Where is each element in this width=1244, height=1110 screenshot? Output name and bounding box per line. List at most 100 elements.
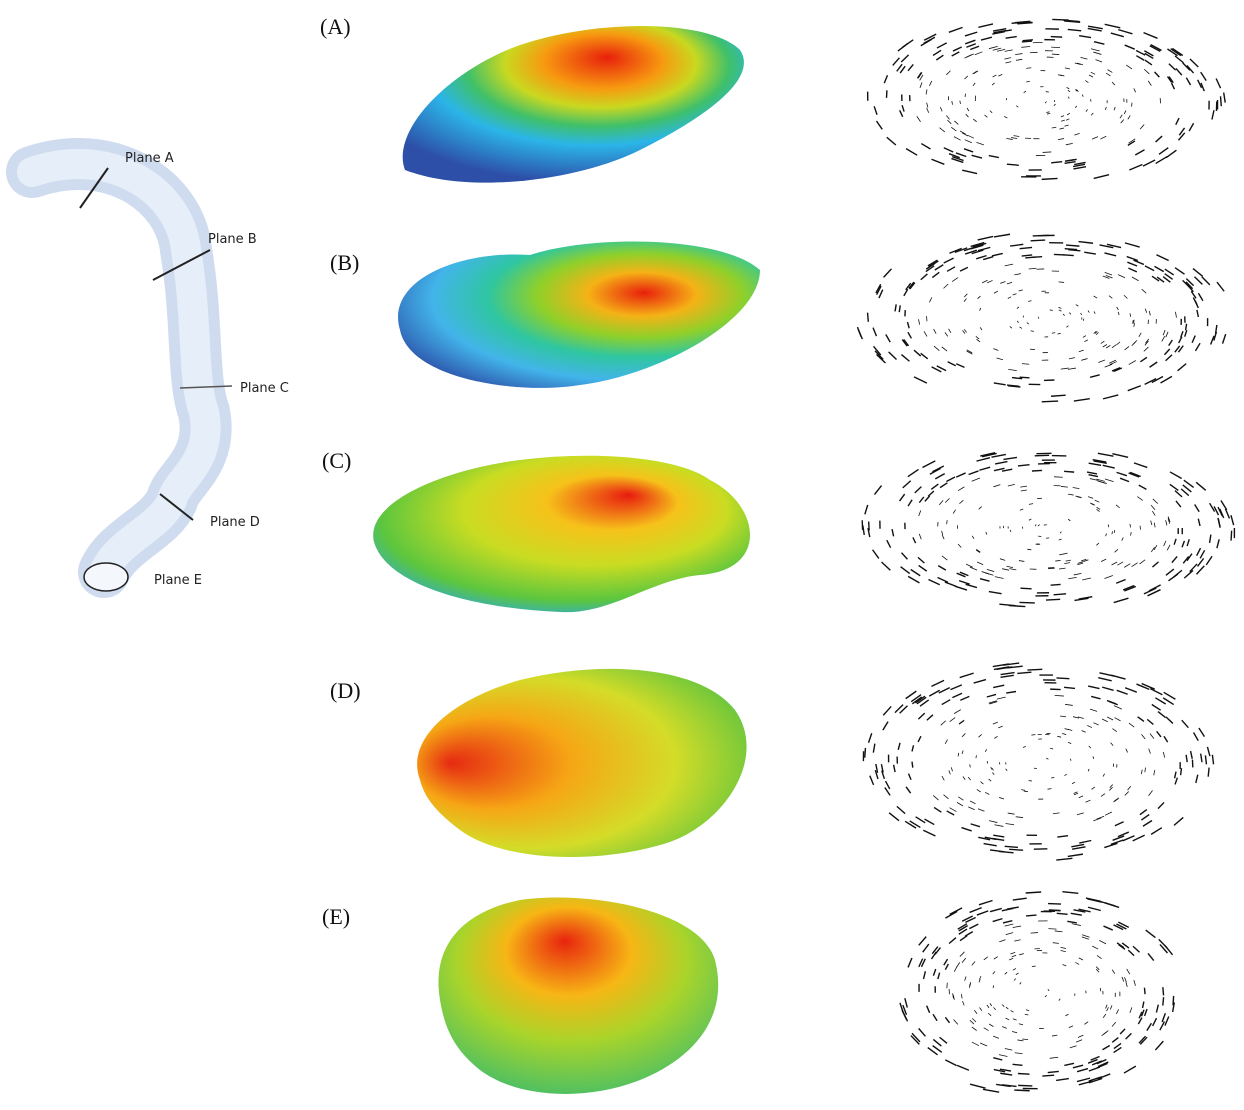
vector bbox=[1134, 463, 1147, 468]
vector bbox=[1005, 1049, 1012, 1051]
vector bbox=[1128, 950, 1134, 955]
vector bbox=[1134, 88, 1136, 92]
vector bbox=[865, 505, 868, 514]
vector bbox=[1005, 972, 1007, 974]
vector bbox=[1092, 787, 1095, 789]
vector bbox=[980, 579, 989, 582]
vector bbox=[993, 485, 1000, 487]
vector bbox=[1140, 357, 1147, 362]
vector bbox=[873, 744, 875, 753]
vector bbox=[984, 844, 997, 846]
vector bbox=[978, 734, 981, 737]
vector bbox=[1025, 257, 1035, 258]
vector bbox=[913, 537, 916, 543]
vector bbox=[1191, 291, 1196, 298]
vector bbox=[1091, 72, 1095, 74]
vector bbox=[1063, 964, 1067, 965]
vector bbox=[944, 148, 953, 152]
vector bbox=[1089, 475, 1098, 477]
vector bbox=[1200, 550, 1204, 558]
vector bbox=[1021, 46, 1030, 47]
vector bbox=[1096, 543, 1099, 545]
vector bbox=[1079, 840, 1091, 843]
vector bbox=[1067, 113, 1070, 115]
vector bbox=[1008, 297, 1011, 299]
vector bbox=[1006, 138, 1012, 139]
vector-fields bbox=[857, 19, 1234, 1092]
vector bbox=[1163, 752, 1164, 758]
vector bbox=[1052, 19, 1069, 20]
vector bbox=[1057, 836, 1068, 837]
vector bbox=[942, 556, 948, 560]
vector bbox=[1212, 755, 1213, 765]
vector bbox=[1172, 48, 1182, 55]
vector bbox=[903, 481, 911, 488]
vector bbox=[1103, 344, 1107, 347]
vector bbox=[1138, 717, 1144, 722]
vector bbox=[1051, 777, 1054, 778]
plane-label: Plane D bbox=[210, 515, 260, 530]
vector bbox=[1124, 295, 1127, 298]
vector bbox=[1116, 1009, 1118, 1013]
vector bbox=[1081, 359, 1087, 361]
vector bbox=[1029, 519, 1031, 520]
vector bbox=[1068, 368, 1076, 369]
vector bbox=[1013, 898, 1027, 900]
vector bbox=[930, 468, 941, 474]
vector bbox=[960, 952, 965, 957]
vector bbox=[959, 720, 964, 724]
vector bbox=[1064, 774, 1066, 776]
vector bbox=[1074, 399, 1090, 401]
vector bbox=[951, 767, 952, 771]
vector bbox=[933, 1014, 937, 1021]
vector bbox=[958, 487, 964, 491]
vector bbox=[1006, 692, 1016, 694]
vector bbox=[1075, 106, 1076, 108]
vector bbox=[1218, 518, 1220, 527]
vector bbox=[992, 768, 993, 770]
vector bbox=[1126, 1033, 1132, 1039]
vector bbox=[1107, 1007, 1109, 1011]
vector bbox=[887, 137, 896, 145]
vector bbox=[978, 24, 993, 27]
vector bbox=[940, 1037, 947, 1043]
vector bbox=[1009, 606, 1026, 607]
vector bbox=[1053, 943, 1059, 944]
vector bbox=[1070, 759, 1071, 761]
vector bbox=[1195, 277, 1203, 285]
vector bbox=[1172, 556, 1177, 562]
vector bbox=[1068, 250, 1080, 251]
vector bbox=[1143, 820, 1152, 826]
vector bbox=[918, 736, 921, 742]
vector bbox=[967, 108, 969, 111]
vector bbox=[1139, 333, 1141, 337]
vector bbox=[926, 316, 927, 321]
vector bbox=[942, 347, 947, 351]
vector bbox=[1102, 687, 1113, 690]
vector bbox=[927, 715, 933, 720]
vector bbox=[949, 329, 951, 333]
vector bbox=[1066, 560, 1071, 561]
vector bbox=[966, 584, 977, 587]
vector bbox=[1198, 558, 1204, 566]
vector bbox=[1011, 1010, 1014, 1012]
vector bbox=[1134, 260, 1144, 264]
vector bbox=[1144, 347, 1149, 351]
vector bbox=[993, 971, 995, 974]
vector bbox=[900, 110, 903, 117]
vector bbox=[1093, 52, 1101, 54]
vector bbox=[1117, 562, 1123, 565]
vector bbox=[1128, 386, 1141, 391]
vector bbox=[965, 140, 972, 143]
vector bbox=[985, 115, 988, 117]
vector bbox=[1164, 541, 1166, 546]
figure: Plane A Plane B Plane C Plane D Plane E … bbox=[0, 0, 1244, 1110]
vector bbox=[1020, 247, 1032, 248]
vector bbox=[1042, 178, 1058, 179]
vector bbox=[1085, 81, 1088, 83]
vector bbox=[1112, 531, 1113, 534]
vector bbox=[1141, 734, 1145, 739]
velocity-contour bbox=[438, 898, 718, 1094]
vector bbox=[1022, 1039, 1028, 1040]
vector bbox=[1093, 756, 1094, 759]
